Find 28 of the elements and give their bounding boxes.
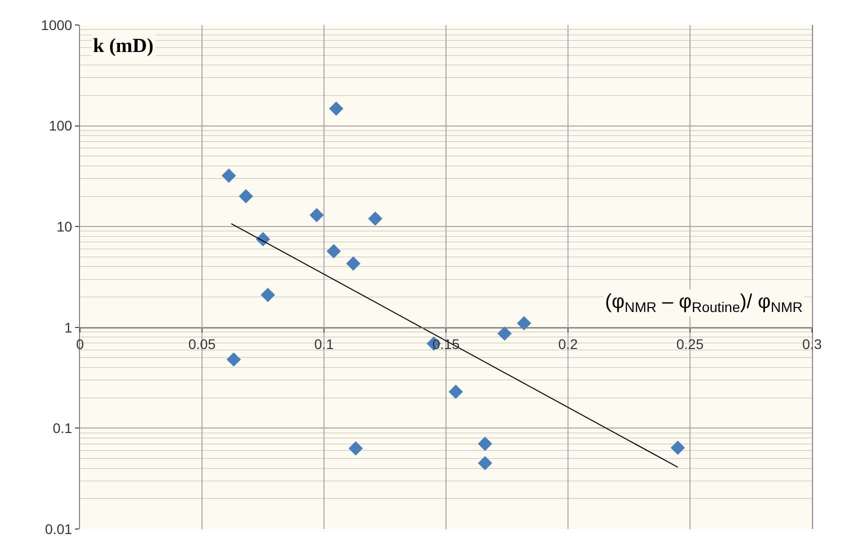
y-tick-label: 1000: [41, 16, 72, 33]
point: [346, 256, 360, 271]
x-axis-title: (φ$_{NMR}$ – φ$_{Routine}$)/ φ$_{NMR}$: [605, 291, 803, 316]
x-tick-label: 0.2: [558, 336, 578, 352]
point: [448, 384, 463, 399]
x-tick-label: 0.1: [314, 336, 334, 352]
point: [516, 316, 532, 330]
point: [478, 436, 492, 451]
y-tick-label: 10: [56, 218, 72, 234]
point: [368, 211, 382, 226]
y-axis-title: k (mD): [93, 35, 154, 57]
x-tick-label: 0.05: [188, 336, 216, 352]
y-tick-label: 100: [48, 118, 72, 134]
point: [310, 208, 324, 222]
y-tick-label: 0.01: [44, 520, 72, 537]
point: [326, 244, 341, 258]
point: [329, 101, 344, 116]
point: [670, 440, 685, 455]
y-tick-label: 1: [64, 319, 72, 336]
x-tick-label: 0.25: [676, 336, 704, 352]
point: [260, 288, 276, 302]
point: [478, 456, 492, 470]
point: [238, 189, 254, 204]
point: [497, 326, 512, 341]
y-tick-label: 0.1: [52, 420, 72, 436]
point: [222, 168, 236, 183]
point: [226, 352, 241, 367]
point: [348, 441, 363, 456]
